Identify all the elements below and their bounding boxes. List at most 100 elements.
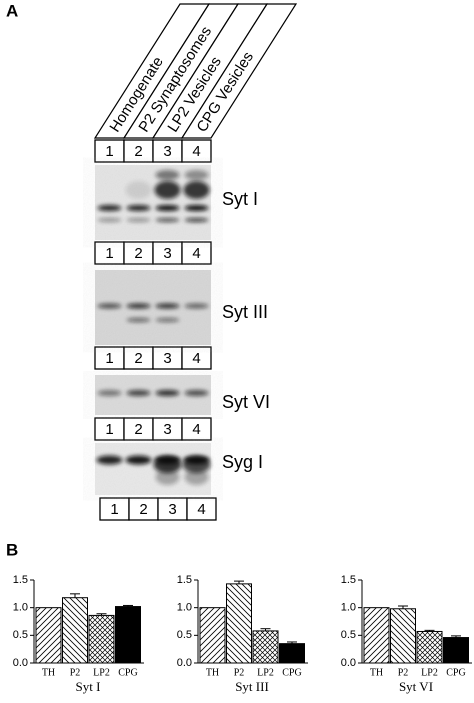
x-tick-label: CPG: [282, 667, 301, 678]
blot: [95, 375, 211, 415]
blot: [95, 270, 211, 345]
y-tick-label: 0.0: [13, 657, 28, 669]
bar: [35, 607, 62, 664]
band: [182, 457, 211, 473]
band: [155, 469, 180, 485]
x-tick-label: CPG: [118, 667, 137, 678]
lane-number: 3: [163, 350, 171, 367]
band: [155, 170, 180, 180]
lane-box: [181, 241, 212, 265]
x-axis-title: Syt I: [76, 679, 101, 694]
band: [126, 390, 151, 396]
lane-number: 1: [105, 143, 113, 160]
y-tick-label: 0.5: [341, 629, 356, 641]
band: [184, 170, 209, 180]
band: [155, 303, 180, 309]
bar: [62, 597, 88, 664]
band: [97, 205, 122, 211]
panel-label: B: [6, 540, 18, 559]
y-tick-label: 1.0: [177, 602, 192, 614]
error-bar: [424, 629, 435, 632]
lane-number: 1: [105, 421, 113, 438]
band: [126, 318, 151, 322]
lane-box: [181, 139, 212, 163]
x-tick-label: TH: [206, 667, 219, 678]
bar-chart: 0.0 0.5 1.0 1.5 TH P2 LP2 CPG Syt VI: [341, 574, 472, 694]
band: [96, 455, 123, 465]
band: [154, 181, 181, 199]
error-bar: [96, 613, 107, 616]
lane-number: 2: [134, 421, 142, 438]
x-axis-title: Syt III: [235, 679, 269, 694]
x-tick-label: CPG: [446, 667, 465, 678]
lane-box: [181, 417, 212, 441]
band: [183, 181, 210, 199]
lane-number: 1: [105, 245, 113, 262]
band: [126, 218, 151, 222]
bar: [443, 637, 469, 664]
band: [97, 218, 122, 222]
error-bar: [451, 635, 461, 638]
blot: [95, 443, 211, 495]
band: [125, 455, 152, 465]
y-tick-label: 1.0: [341, 602, 356, 614]
lane-number: 2: [134, 143, 142, 160]
lane-number: 2: [134, 350, 142, 367]
blot-label: Syt I: [222, 189, 258, 209]
lane-number: 4: [192, 350, 200, 367]
y-tick-label: 0.0: [177, 657, 192, 669]
blot-label: Syt III: [222, 302, 268, 322]
bar: [279, 643, 305, 664]
x-tick-label: P2: [234, 667, 245, 678]
error-bar: [287, 641, 297, 644]
band: [97, 303, 122, 309]
x-axis-title: Syt VI: [399, 679, 433, 694]
panel-label: A: [6, 1, 18, 20]
error-bar: [398, 605, 408, 609]
error-bar: [234, 580, 244, 584]
header-strip: [180, 3, 298, 139]
bar-chart: 0.0 0.5 1.0 1.5 TH P2 LP2 CPG Syt I: [13, 574, 144, 694]
lane-number: 4: [192, 421, 200, 438]
band: [125, 181, 152, 199]
band: [184, 205, 209, 211]
bar: [226, 583, 252, 664]
band: [184, 469, 209, 485]
band: [155, 318, 180, 322]
charts-panel: 0.0 0.5 1.0 1.5 TH P2 LP2 CPG Syt I 0.0 0.5 1.0 1.5 T…: [13, 574, 472, 694]
lane-number: 3: [163, 245, 171, 262]
lane-number: 4: [192, 143, 200, 160]
blot-label: Syt VI: [222, 392, 270, 412]
bar: [199, 607, 226, 664]
lane-number: 2: [139, 501, 147, 518]
bar: [390, 608, 416, 664]
lane-number: 2: [134, 245, 142, 262]
lane-box: [186, 497, 217, 521]
x-tick-label: P2: [70, 667, 81, 678]
y-tick-label: 1.5: [177, 574, 192, 586]
band: [184, 218, 209, 222]
lane-number: 1: [105, 350, 113, 367]
band: [155, 205, 180, 211]
y-tick-label: 1.5: [341, 574, 356, 586]
error-bar: [260, 628, 271, 631]
x-tick-label: TH: [370, 667, 383, 678]
blot: [95, 165, 211, 240]
band: [126, 205, 151, 211]
band: [155, 218, 180, 222]
x-tick-label: TH: [42, 667, 55, 678]
bar: [416, 630, 443, 664]
lane-number: 3: [163, 143, 171, 160]
lane-number: 1: [110, 501, 118, 518]
bar: [115, 606, 141, 664]
band: [126, 303, 151, 309]
x-tick-label: P2: [398, 667, 409, 678]
band: [155, 390, 180, 396]
bar: [88, 614, 115, 664]
band: [153, 457, 182, 473]
x-tick-label: LP2: [93, 667, 110, 678]
y-tick-label: 1.5: [13, 574, 28, 586]
y-tick-label: 0.5: [13, 629, 28, 641]
